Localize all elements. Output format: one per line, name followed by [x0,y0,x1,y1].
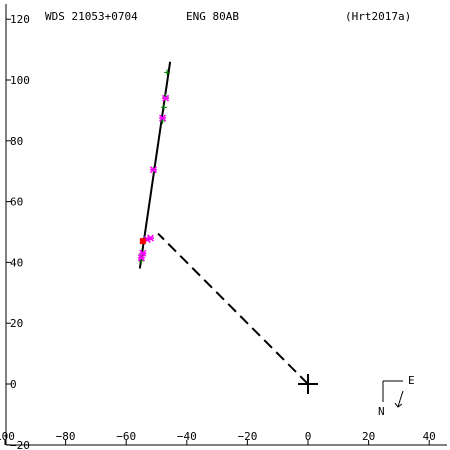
y-tick-label: 120 [10,13,30,26]
y-tick-label: 40 [10,256,23,269]
motion-direction-arrow-icon [394,390,404,408]
obs-plus-point [164,69,171,76]
header-reference: (Hrt2017a) [345,10,411,23]
header-object-id: WDS 21053+0704 [45,10,138,23]
compass-east-label: E [408,374,415,387]
axes-frame [5,4,447,446]
y-tick-label: 0 [10,378,17,391]
y-tick-label: 80 [10,135,23,148]
x-tick-label: 20 [362,430,375,443]
obs-star-point [149,166,158,174]
observation-points [137,69,171,264]
primary-star-marker [298,374,318,394]
x-tick-label: −60 [116,430,136,443]
x-tick-label: 100 [0,430,15,443]
x-tick-label: 0 [305,430,312,443]
y-axis-ticks: −20 0 20 40 60 80 100 120 [6,13,30,450]
obs-plus-point [161,104,168,111]
obs-star-point [139,249,147,257]
orbit-lines [138,61,309,385]
obs-star-point [162,94,170,102]
compass-north-label: N [378,405,385,418]
y-tick-label: 20 [10,317,23,330]
x-tick-label: −80 [56,430,76,443]
separation-line [157,232,309,385]
y-tick-label: 100 [10,74,30,87]
x-tick-label: −40 [177,430,197,443]
x-axis-ticks: 100 −80 −60 −40 −20 0 20 40 [0,430,436,445]
y-tick-label: 60 [10,196,23,209]
orbit-fit-line [138,61,172,269]
obs-star-point [159,114,167,122]
y-tick-label: −20 [10,439,30,450]
x-tick-label: −20 [237,430,257,443]
obs-star-point [137,254,145,262]
obs-highlight-point [139,238,146,245]
x-tick-label: 40 [423,430,436,443]
compass-indicator: E N [378,374,415,418]
header-discoverer-code: ENG 80AB [186,10,239,23]
